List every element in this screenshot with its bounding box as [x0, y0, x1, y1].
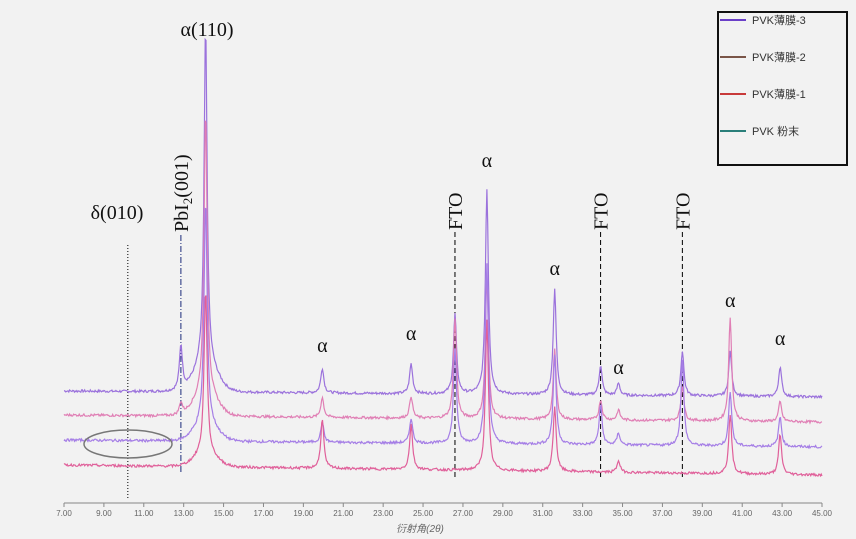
alpha-label: α [775, 328, 786, 350]
legend: PVK薄膜-3 PVK薄膜-2 PVK薄膜-1 PVK 粉末 [717, 11, 848, 166]
x-tick-label: 9.00 [96, 509, 112, 518]
legend-label: PVK薄膜-1 [752, 87, 806, 101]
trace-3 [63, 295, 823, 478]
legend-label: PVK 粉末 [752, 124, 799, 138]
x-axis-label: 衍射角(2θ) [396, 523, 444, 535]
alpha110-label: α(110) [180, 19, 233, 41]
pbi2-label: PbI2(001) [171, 154, 195, 232]
fto-label: FTO [591, 193, 613, 230]
pbi2-main: PbI [171, 204, 193, 232]
x-tick-label: 17.00 [253, 509, 274, 518]
alpha-label: α [549, 258, 560, 280]
traces [63, 37, 823, 478]
delta-ellipse [83, 429, 173, 459]
x-tick-label: 35.00 [613, 509, 634, 518]
fto-label: FTO [445, 193, 467, 230]
legend-label: PVK薄膜-3 [752, 13, 806, 27]
x-tick-label: 41.00 [732, 509, 753, 518]
trace-0 [63, 37, 823, 400]
x-tick-label: 13.00 [174, 509, 195, 518]
x-tick-label: 21.00 [333, 509, 354, 518]
x-tick-label: 7.00 [56, 509, 72, 518]
x-tick-label: 23.00 [373, 509, 394, 518]
x-tick-label: 31.00 [533, 509, 554, 518]
alpha-label: α [317, 335, 328, 357]
legend-box [717, 11, 848, 166]
pbi2-tail: (001) [171, 154, 193, 197]
pbi2-sub: 2 [180, 198, 195, 205]
x-tick-label: 11.00 [134, 509, 154, 518]
x-tick-label: 45.00 [812, 509, 833, 518]
x-tick-label: 39.00 [692, 509, 713, 518]
alpha-label: α [613, 357, 624, 379]
x-axis: 7.00 9.00 11.00 13.00 15.00 17.00 19.00 21.00 23… [56, 502, 833, 518]
x-tick-label: 37.00 [652, 509, 673, 518]
x-tick-label: 33.00 [573, 509, 594, 518]
x-tick-label: 15.00 [214, 509, 235, 518]
x-tick-label: 27.00 [453, 509, 474, 518]
alpha-label: α [482, 150, 493, 172]
x-tick-label: 25.00 [413, 509, 434, 518]
trace-2 [63, 207, 823, 450]
x-tick-label: 29.00 [493, 509, 514, 518]
legend-label: PVK薄膜-2 [752, 50, 806, 64]
x-tick-label: 19.00 [293, 509, 314, 518]
annotations: FTO FTO FTO PbI2(001) δ(010) α(110) α α α α α α α [83, 19, 786, 459]
delta-label: δ(010) [91, 202, 144, 224]
x-tick-label: 43.00 [772, 509, 793, 518]
fto-label: FTO [672, 193, 694, 230]
alpha-label: α [406, 323, 417, 345]
trace-1 [63, 120, 823, 425]
alpha-label: α [725, 290, 736, 312]
